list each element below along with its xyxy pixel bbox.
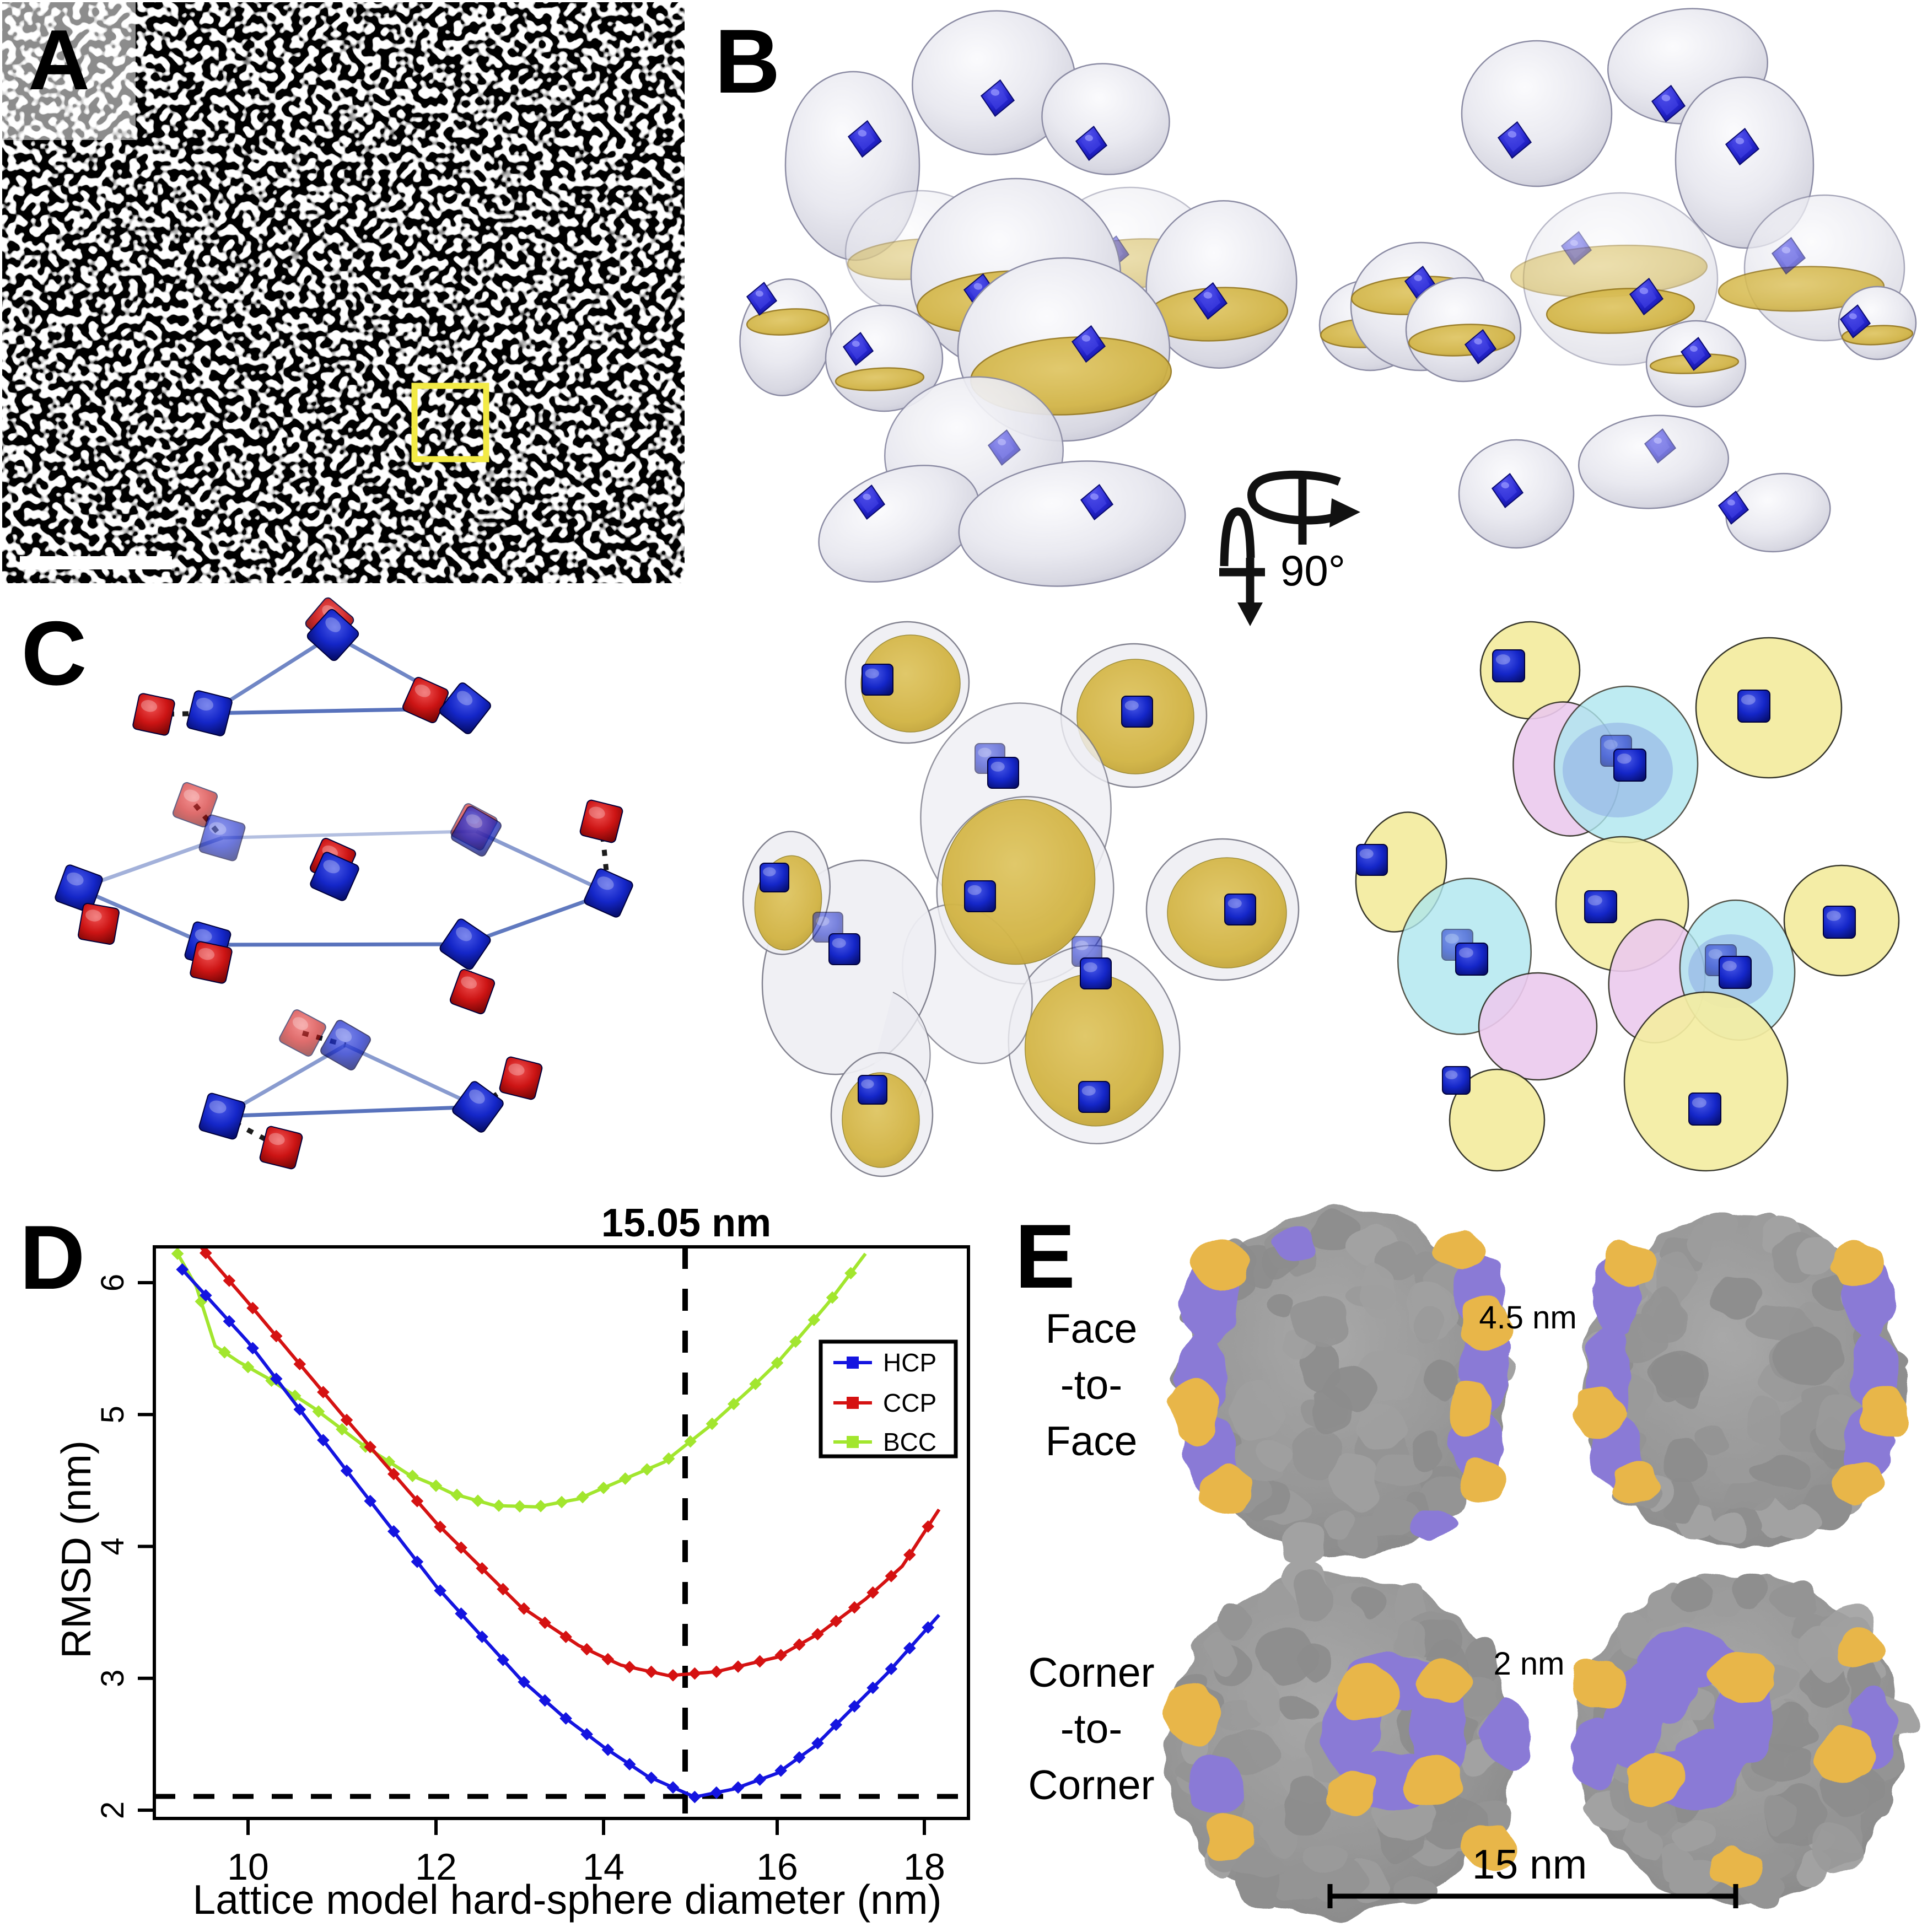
svg-text:18: 18 <box>903 1846 945 1888</box>
svg-text:4.5 nm: 4.5 nm <box>1479 1300 1576 1336</box>
svg-text:15 nm: 15 nm <box>1472 1841 1587 1887</box>
svg-text:14: 14 <box>583 1846 624 1888</box>
svg-text:2 nm: 2 nm <box>1494 1646 1565 1682</box>
svg-text:2: 2 <box>95 1801 131 1819</box>
svg-text:HCP: HCP <box>883 1348 936 1377</box>
svg-text:16: 16 <box>756 1846 798 1888</box>
svg-text:Face: Face <box>1046 1418 1138 1464</box>
svg-text:A: A <box>28 12 90 107</box>
svg-text:CCP: CCP <box>883 1389 936 1417</box>
svg-text:90°: 90° <box>1280 546 1345 595</box>
svg-text:5: 5 <box>95 1406 131 1423</box>
svg-text:4: 4 <box>95 1537 131 1555</box>
svg-text:C: C <box>21 602 87 704</box>
svg-text:B: B <box>714 10 780 112</box>
svg-text:-to-: -to- <box>1060 1361 1123 1408</box>
svg-text:RMSD (nm): RMSD (nm) <box>53 1440 99 1659</box>
svg-text:-to-: -to- <box>1060 1705 1123 1752</box>
svg-text:Face: Face <box>1046 1305 1138 1352</box>
svg-text:6: 6 <box>95 1274 131 1291</box>
svg-text:E: E <box>1015 1206 1075 1307</box>
svg-text:10: 10 <box>227 1846 269 1888</box>
svg-text:3: 3 <box>95 1670 131 1687</box>
svg-text:Corner: Corner <box>1028 1762 1154 1808</box>
svg-text:12: 12 <box>415 1846 457 1888</box>
svg-text:15.05 nm: 15.05 nm <box>601 1201 771 1245</box>
svg-text:Corner: Corner <box>1028 1649 1154 1696</box>
svg-text:D: D <box>19 1207 85 1308</box>
svg-text:Lattice model hard-sphere diam: Lattice model hard-sphere diameter (nm) <box>193 1876 942 1923</box>
svg-text:BCC: BCC <box>883 1428 936 1456</box>
